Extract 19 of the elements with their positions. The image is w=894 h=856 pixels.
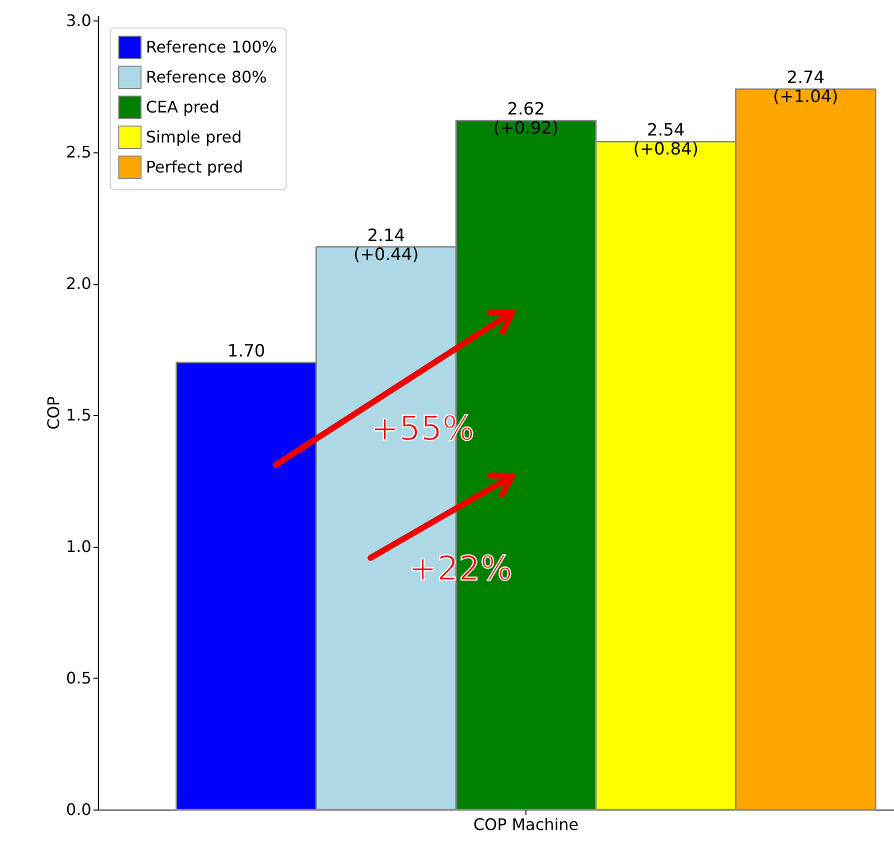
legend-label: Simple pred — [146, 127, 242, 146]
y-axis-title: COP — [44, 396, 63, 430]
y-tick-label: 1.0 — [66, 537, 92, 556]
y-tick-label: 2.5 — [66, 142, 92, 162]
y-tick-label: 0.5 — [66, 668, 92, 688]
data-label: 2.14 (+0.44) — [354, 226, 419, 265]
legend-label: CEA pred — [146, 97, 220, 116]
y-tick-label: 1.5 — [66, 406, 92, 425]
y-tick-label: 3.0 — [66, 11, 92, 30]
data-label: 1.70 — [227, 342, 266, 362]
x-tick-label: COP Machine — [473, 815, 579, 834]
legend-label: Reference 100% — [146, 37, 277, 56]
legend-label: Perfect pred — [146, 157, 244, 176]
y-tick-label: 0.0 — [66, 800, 92, 820]
data-label: 2.74 (+1.04) — [773, 68, 838, 108]
data-label: 2.62 (+0.92) — [493, 100, 559, 139]
legend-label: Reference 80% — [146, 67, 267, 86]
y-tick-label: 2.0 — [66, 274, 92, 294]
data-label: 2.54 (+0.84) — [633, 120, 698, 160]
